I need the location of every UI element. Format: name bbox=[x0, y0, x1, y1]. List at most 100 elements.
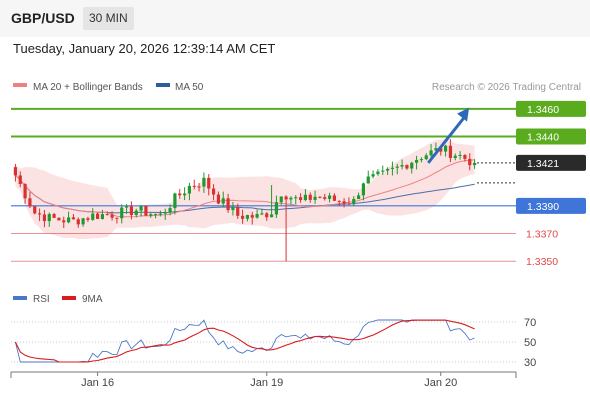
candle bbox=[361, 182, 366, 201]
candle bbox=[178, 188, 182, 199]
candle bbox=[250, 211, 254, 225]
candle-body bbox=[265, 213, 269, 218]
candle-body bbox=[236, 207, 240, 216]
candle-body bbox=[308, 194, 312, 200]
candle bbox=[371, 170, 375, 179]
candle bbox=[468, 153, 472, 171]
candle-body bbox=[400, 165, 404, 167]
candle bbox=[139, 205, 143, 217]
candle-body bbox=[352, 198, 356, 205]
candle bbox=[192, 179, 196, 190]
candle bbox=[443, 144, 448, 157]
candlesticks bbox=[13, 107, 477, 262]
candle bbox=[472, 159, 477, 169]
candle bbox=[342, 198, 346, 208]
candle-body bbox=[250, 215, 254, 218]
candle bbox=[269, 185, 274, 218]
timeframe-badge[interactable]: 30 MIN bbox=[83, 7, 134, 30]
candle-body bbox=[182, 193, 187, 196]
candle bbox=[419, 157, 424, 163]
candle-body bbox=[347, 203, 351, 205]
candle bbox=[405, 164, 409, 170]
candle-body bbox=[419, 159, 424, 161]
candle bbox=[410, 161, 414, 174]
candle-body bbox=[163, 212, 167, 214]
moving-averages bbox=[15, 159, 475, 218]
candle bbox=[47, 212, 51, 227]
x-tick-label-0: Jan 16 bbox=[81, 377, 114, 389]
level-label-4: 1.3350 bbox=[526, 256, 558, 268]
candle bbox=[33, 206, 37, 215]
candle bbox=[100, 209, 105, 220]
candle-body bbox=[178, 193, 182, 196]
candle-body bbox=[390, 167, 395, 169]
candle bbox=[352, 196, 356, 206]
candle bbox=[153, 213, 158, 219]
candle bbox=[91, 208, 95, 221]
candle bbox=[81, 217, 85, 227]
candle-body bbox=[57, 217, 61, 221]
candle-body bbox=[463, 154, 467, 159]
rsi-tick-1: 50 bbox=[524, 337, 536, 349]
candle-body bbox=[327, 195, 332, 199]
axes: Jan 16 Jan 19 Jan 20 bbox=[10, 371, 517, 389]
rsi-tick-0: 70 bbox=[524, 317, 536, 329]
candle bbox=[308, 192, 312, 203]
candle-body bbox=[255, 214, 259, 218]
forecast-arrow-line bbox=[427, 116, 466, 164]
candle bbox=[187, 182, 192, 201]
candle-body bbox=[124, 206, 129, 208]
candle-body bbox=[448, 145, 453, 158]
candle bbox=[226, 193, 230, 213]
candle bbox=[110, 211, 114, 221]
candle bbox=[240, 209, 245, 224]
candle-body bbox=[240, 215, 245, 219]
candle bbox=[231, 201, 235, 216]
candle-body bbox=[221, 198, 225, 204]
level-badge-1 bbox=[516, 128, 586, 145]
candle-body bbox=[323, 197, 327, 199]
ma20-legend-label: MA 20 + Bollinger Bands bbox=[33, 82, 143, 93]
candle bbox=[284, 195, 288, 262]
candle bbox=[28, 192, 32, 209]
rsi-tick-2: 30 bbox=[524, 357, 536, 369]
candle-body bbox=[91, 213, 95, 220]
candle-body bbox=[192, 185, 196, 187]
candle-body bbox=[23, 184, 27, 199]
candle bbox=[62, 216, 66, 229]
candle-body bbox=[294, 197, 298, 199]
candle-body bbox=[395, 166, 399, 168]
candle-body bbox=[289, 197, 293, 200]
level-label-0: 1.3460 bbox=[527, 104, 559, 116]
candle-body bbox=[120, 207, 124, 219]
candle-body bbox=[173, 193, 177, 209]
candle-body bbox=[42, 214, 47, 222]
candle bbox=[144, 205, 148, 217]
candle bbox=[134, 208, 138, 218]
candle-body bbox=[144, 206, 148, 216]
candle bbox=[173, 192, 177, 215]
candle bbox=[207, 174, 211, 196]
candle-body bbox=[337, 200, 341, 202]
candle-body bbox=[216, 194, 221, 204]
candle-body bbox=[139, 206, 143, 211]
ma9-legend-swatch bbox=[62, 296, 76, 300]
candle bbox=[221, 191, 225, 208]
candle bbox=[323, 193, 327, 201]
source-label: Research © 2026 Trading Central bbox=[432, 82, 581, 93]
level-label-3: 1.3370 bbox=[526, 229, 558, 241]
ma50-legend-label: MA 50 bbox=[175, 82, 204, 93]
candle bbox=[120, 204, 124, 224]
candle-body bbox=[381, 170, 385, 172]
candle bbox=[337, 200, 341, 207]
candle-body bbox=[62, 220, 66, 223]
candle-body bbox=[100, 214, 105, 219]
candle bbox=[332, 193, 337, 202]
level-badge-0 bbox=[516, 100, 586, 117]
candle bbox=[211, 184, 216, 201]
candle-body bbox=[274, 202, 279, 215]
candle-body bbox=[149, 214, 153, 216]
candle bbox=[57, 217, 61, 221]
candle-body bbox=[366, 176, 370, 184]
forecast-arrow-head bbox=[457, 107, 470, 122]
